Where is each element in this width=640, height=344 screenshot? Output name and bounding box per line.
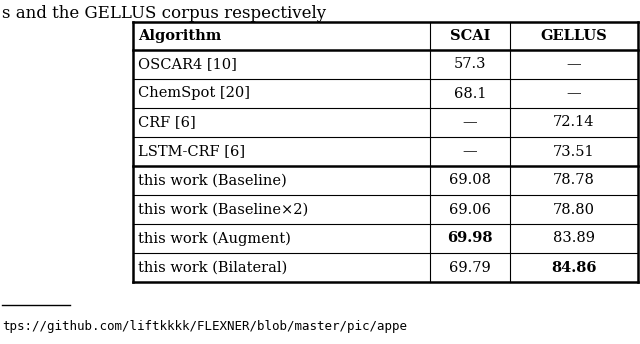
- Text: 69.98: 69.98: [447, 232, 493, 246]
- Text: ChemSpot [20]: ChemSpot [20]: [138, 86, 250, 100]
- Text: GELLUS: GELLUS: [541, 29, 607, 43]
- Text: OSCAR4 [10]: OSCAR4 [10]: [138, 57, 237, 72]
- Text: this work (Baseline×2): this work (Baseline×2): [138, 203, 308, 216]
- Text: 84.86: 84.86: [551, 260, 596, 275]
- Text: 69.06: 69.06: [449, 203, 491, 216]
- Text: this work (Baseline): this work (Baseline): [138, 173, 287, 187]
- Text: —: —: [463, 144, 477, 159]
- Text: 72.14: 72.14: [553, 116, 595, 129]
- Text: 57.3: 57.3: [454, 57, 486, 72]
- Text: —: —: [566, 86, 581, 100]
- Text: —: —: [463, 116, 477, 129]
- Text: 69.79: 69.79: [449, 260, 491, 275]
- Text: s and the GELLUS corpus respectively: s and the GELLUS corpus respectively: [2, 6, 326, 22]
- Text: —: —: [566, 57, 581, 72]
- Text: this work (Bilateral): this work (Bilateral): [138, 260, 287, 275]
- Text: CRF [6]: CRF [6]: [138, 116, 196, 129]
- Text: Algorithm: Algorithm: [138, 29, 221, 43]
- Text: tps://github.com/liftkkkk/FLEXNER/blob/master/pic/appe: tps://github.com/liftkkkk/FLEXNER/blob/m…: [2, 320, 407, 333]
- Text: 83.89: 83.89: [553, 232, 595, 246]
- Text: 73.51: 73.51: [553, 144, 595, 159]
- Text: 68.1: 68.1: [454, 86, 486, 100]
- Text: 78.78: 78.78: [553, 173, 595, 187]
- Text: 78.80: 78.80: [553, 203, 595, 216]
- Text: SCAI: SCAI: [450, 29, 490, 43]
- Text: this work (Augment): this work (Augment): [138, 231, 291, 246]
- Text: 69.08: 69.08: [449, 173, 491, 187]
- Text: LSTM-CRF [6]: LSTM-CRF [6]: [138, 144, 245, 159]
